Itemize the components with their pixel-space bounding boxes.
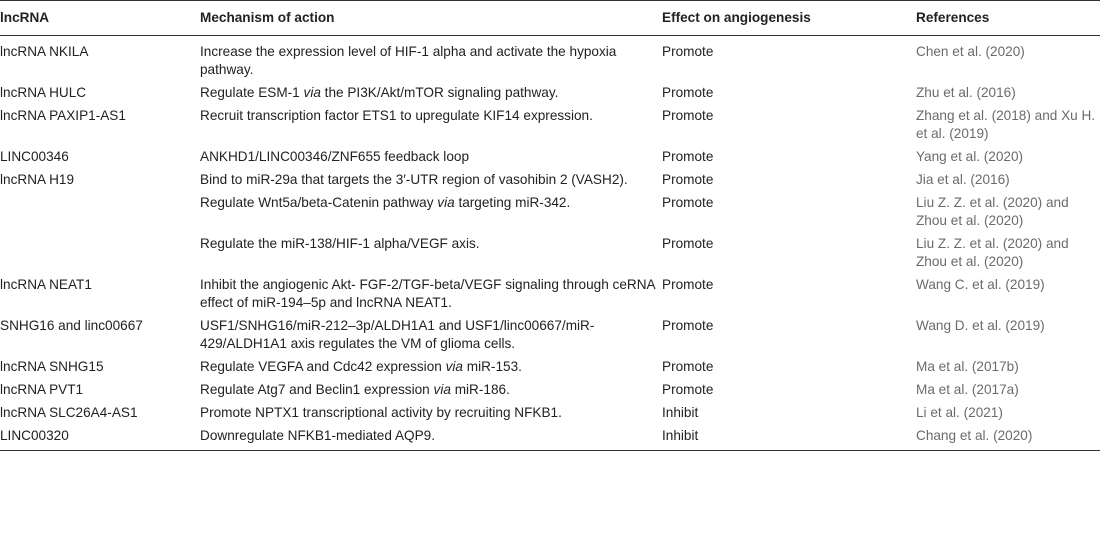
mechanism-text-continued: targeting miR-342. [454, 195, 571, 210]
cell-lncrna [0, 234, 200, 275]
cell-lncrna: lncRNA SLC26A4-AS1 [0, 405, 138, 420]
cell-mechanism: Regulate the miR-138/HIF-1 alpha/VEGF ax… [200, 234, 662, 275]
cell-mechanism: USF1/SNHG16/miR-212–3p/ALDH1A1 and USF1/… [200, 316, 662, 357]
cell-mechanism: Recruit transcription factor ETS1 to upr… [200, 106, 662, 147]
table-row: lncRNA SLC26A4-AS1 Promote NPTX1 transcri… [0, 403, 1100, 426]
cell-reference-link[interactable]: Zhang et al. (2018) and Xu H. et al. (20… [916, 108, 1096, 141]
mechanism-text-continued: the PI3K/Akt/mTOR signaling pathway. [320, 85, 559, 100]
cell-mechanism: Regulate Wnt5a/beta-Catenin pathway via … [200, 193, 662, 234]
cell-lncrna: lncRNA PVT1 [0, 382, 84, 397]
mechanism-text: Increase the expression level of HIF-1 a… [200, 44, 621, 77]
cell-lncrna [0, 193, 200, 234]
table-row: lncRNA H19 Bind to miR-29a that targets t… [0, 170, 1100, 193]
cell-effect: Promote [662, 85, 714, 100]
header-mechanism: Mechanism of action [200, 0, 662, 36]
table-row: LINC00346 ANKHD1/LINC00346/ZNF655 feedbac… [0, 147, 1100, 170]
table-row: lncRNA HULC Regulate ESM-1 via the PI3K/A… [0, 83, 1100, 106]
mechanism-text: Inhibit the angiogenic Akt- FGF-2/TGF-be… [200, 277, 659, 310]
cell-mechanism: Bind to miR-29a that targets the 3′-UTR … [200, 170, 662, 193]
cell-effect: Inhibit [662, 426, 916, 451]
cell-effect: Promote [662, 318, 714, 333]
table-row: lncRNA SNHG15 Regulate VEGFA and Cdc42 ex… [0, 357, 1100, 380]
mechanism-text: Downregulate NFKB1-mediated AQP9. [200, 428, 435, 443]
mechanism-text: Regulate Wnt5a/beta-Catenin pathway [200, 195, 438, 210]
table-body: lncRNA NKILA Increase the expression leve… [0, 36, 1100, 451]
cell-effect: Promote [662, 195, 714, 210]
table-row: LINC00320 Downregulate NFKB1-mediated AQP… [0, 426, 1100, 451]
cell-effect: Promote [662, 149, 714, 164]
header-row: lncRNA Mechanism of action Effect on ang… [0, 0, 1100, 36]
cell-mechanism: ANKHD1/LINC00346/ZNF655 feedback loop [200, 147, 662, 170]
cell-effect: Promote [662, 382, 714, 397]
cell-mechanism: Downregulate NFKB1-mediated AQP9. [200, 426, 662, 451]
cell-effect: Promote [662, 108, 714, 123]
cell-reference-link[interactable]: Jia et al. (2016) [916, 172, 1010, 187]
table-row: lncRNA PAXIP1-AS1 Recruit transcription f… [0, 106, 1100, 147]
cell-reference-link[interactable]: Chen et al. (2020) [916, 44, 1025, 59]
cell-effect: Inhibit [662, 405, 699, 420]
mechanism-text: Promote NPTX1 transcriptional activity b… [200, 405, 562, 420]
cell-effect: Promote [662, 359, 714, 374]
lncrna-angiogenesis-table: lncRNA Mechanism of action Effect on ang… [0, 0, 1100, 451]
cell-lncrna: SNHG16 and linc00667 [0, 318, 143, 333]
cell-effect: Promote [662, 44, 714, 59]
table-row: lncRNA NEAT1 Inhibit the angiogenic Akt- … [0, 275, 1100, 316]
cell-reference-link[interactable]: Yang et al. (2020) [916, 149, 1024, 164]
mechanism-text: Regulate Atg7 and Beclin1 expression [200, 382, 434, 397]
cell-lncrna: LINC00346 [0, 149, 69, 164]
cell-lncrna: lncRNA PAXIP1-AS1 [0, 108, 126, 123]
cell-lncrna: LINC00320 [0, 426, 200, 451]
cell-effect: Promote [662, 172, 714, 187]
header-lncrna: lncRNA [0, 0, 200, 36]
cell-mechanism: Increase the expression level of HIF-1 a… [200, 36, 662, 84]
mechanism-italic-text: via [303, 85, 321, 100]
table-row: Regulate the miR-138/HIF-1 alpha/VEGF ax… [0, 234, 1100, 275]
cell-mechanism: Inhibit the angiogenic Akt- FGF-2/TGF-be… [200, 275, 662, 316]
mechanism-text: Bind to miR-29a that targets the 3′-UTR … [200, 172, 628, 187]
mechanism-text-continued: miR-186. [450, 382, 510, 397]
mechanism-text-continued: miR-153. [462, 359, 522, 374]
mechanism-text: Regulate VEGFA and Cdc42 expression [200, 359, 446, 374]
mechanism-text: Regulate ESM-1 [200, 85, 304, 100]
table-row: lncRNA PVT1 Regulate Atg7 and Beclin1 exp… [0, 380, 1100, 403]
mechanism-italic-text: via [437, 195, 455, 210]
cell-lncrna: lncRNA NEAT1 [0, 277, 92, 292]
header-references: References [916, 0, 1100, 36]
cell-reference-link[interactable]: Li et al. (2021) [916, 405, 1003, 420]
cell-reference-link[interactable]: Ma et al. (2017a) [916, 382, 1019, 397]
cell-lncrna: lncRNA NKILA [0, 44, 89, 59]
cell-effect: Promote [662, 277, 714, 292]
mechanism-text: ANKHD1/LINC00346/ZNF655 feedback loop [200, 149, 470, 164]
cell-reference-link[interactable]: Chang et al. (2020) [916, 426, 1100, 451]
mechanism-italic-text: via [433, 382, 451, 397]
mechanism-text: Regulate the miR-138/HIF-1 alpha/VEGF ax… [200, 236, 480, 251]
cell-effect: Promote [662, 236, 714, 251]
cell-lncrna: lncRNA SNHG15 [0, 359, 104, 374]
mechanism-italic-text: via [445, 359, 463, 374]
table-row: SNHG16 and linc00667 USF1/SNHG16/miR-212–… [0, 316, 1100, 357]
cell-reference-link[interactable]: Zhu et al. (2016) [916, 85, 1016, 100]
cell-reference-link[interactable]: Wang C. et al. (2019) [916, 277, 1045, 292]
mechanism-text: USF1/SNHG16/miR-212–3p/ALDH1A1 and USF1/… [200, 318, 595, 351]
table-row: Regulate Wnt5a/beta-Catenin pathway via … [0, 193, 1100, 234]
table-row: lncRNA NKILA Increase the expression leve… [0, 36, 1100, 84]
cell-mechanism: Promote NPTX1 transcriptional activity b… [200, 403, 662, 426]
header-effect: Effect on angiogenesis [662, 0, 916, 36]
cell-lncrna: lncRNA H19 [0, 172, 75, 187]
cell-reference-link[interactable]: Liu Z. Z. et al. (2020) and Zhou et al. … [916, 195, 1069, 228]
cell-mechanism: Regulate ESM-1 via the PI3K/Akt/mTOR sig… [200, 83, 662, 106]
cell-mechanism: Regulate VEGFA and Cdc42 expression via … [200, 357, 662, 380]
cell-reference-link[interactable]: Liu Z. Z. et al. (2020) and Zhou et al. … [916, 236, 1069, 269]
cell-mechanism: Regulate Atg7 and Beclin1 expression via… [200, 380, 662, 403]
cell-reference-link[interactable]: Ma et al. (2017b) [916, 359, 1019, 374]
mechanism-text: Recruit transcription factor ETS1 to upr… [200, 108, 593, 123]
cell-lncrna: lncRNA HULC [0, 85, 87, 100]
cell-reference-link[interactable]: Wang D. et al. (2019) [916, 318, 1045, 333]
